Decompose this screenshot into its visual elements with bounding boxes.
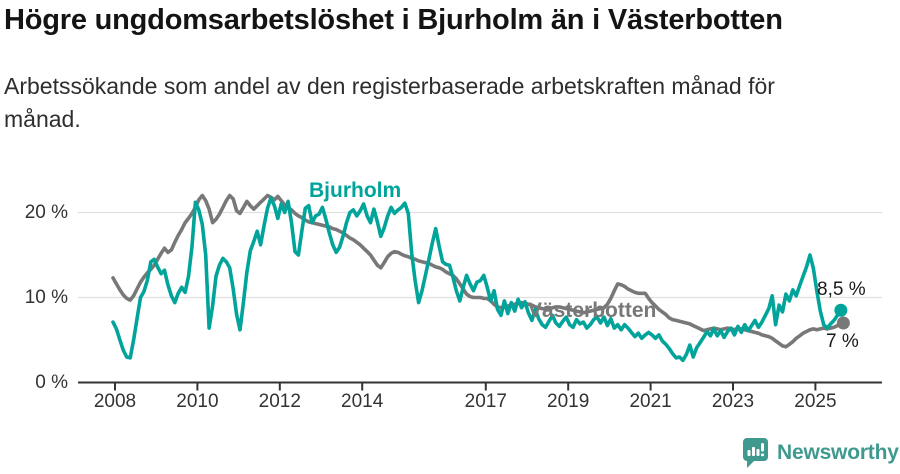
y-tick-label: 20 %: [24, 201, 68, 223]
chart-subtitle: Arbetssökande som andel av den registerb…: [4, 73, 775, 132]
x-tick-label: 2019: [547, 391, 590, 412]
x-tick-label: 2023: [711, 391, 755, 412]
x-tick-label: 2017: [464, 391, 507, 412]
series-line-vasterbotten: [111, 193, 843, 349]
x-tick-label: 2008: [93, 391, 137, 412]
y-tick-label: 0 %: [35, 371, 68, 393]
x-tick-label: 2012: [258, 391, 301, 412]
newsworthy-bubble-chart-icon: [743, 438, 768, 468]
y-tick-label: 10 %: [24, 286, 68, 308]
page-title: Högre ungdomsarbetslöshet i Bjurholm än …: [4, 4, 783, 36]
end-dot-vasterbotten: [836, 316, 850, 330]
x-tick-label: 2025: [794, 391, 837, 412]
series-line-bjurholm: [111, 196, 843, 363]
end-dot-bjurholm: [834, 303, 848, 317]
series-label-vasterbotten: Västerbotten: [528, 299, 657, 322]
end-value-label-bjurholm: 8,5 %: [817, 279, 866, 300]
x-tick-label: 2010: [176, 391, 219, 412]
series-label-bjurholm: Bjurholm: [309, 179, 402, 202]
newsworthy-logo[interactable]: Newsworthy: [742, 437, 899, 468]
newsworthy-wordmark: Newsworthy: [777, 440, 899, 464]
x-tick-label: 2014: [341, 391, 384, 412]
end-value-label-vasterbotten: 7 %: [826, 331, 859, 352]
x-tick-label: 2021: [629, 391, 672, 412]
